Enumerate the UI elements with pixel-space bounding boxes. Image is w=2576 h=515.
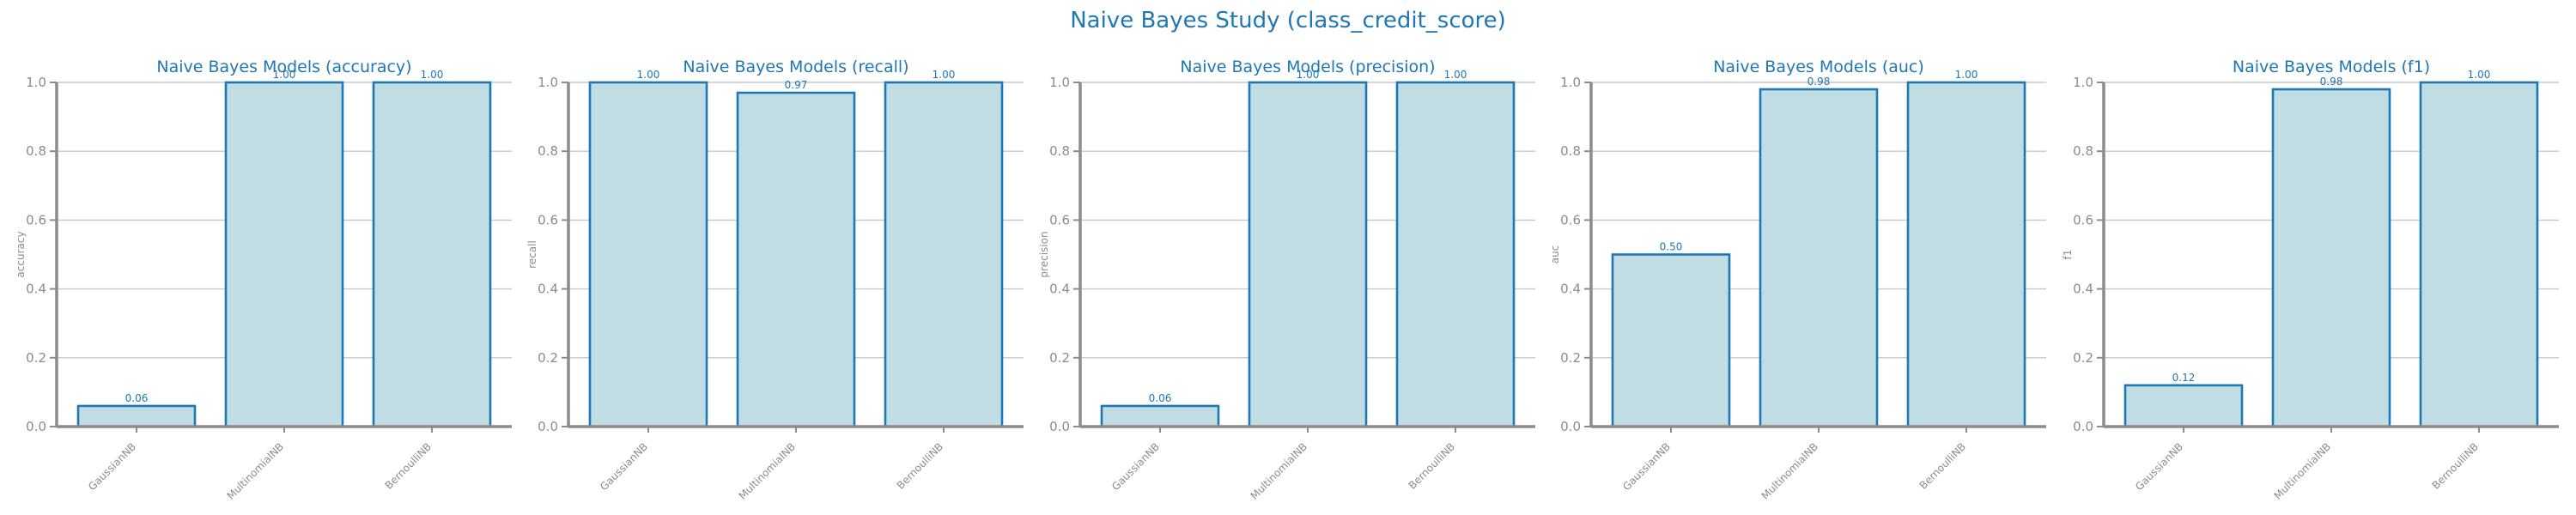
bar-bernoullinb (884, 81, 1004, 428)
bar-gaussiannb (76, 404, 197, 428)
y-tick-label: 0.8 (2073, 143, 2093, 159)
bar-multinomialnb (736, 91, 856, 428)
data-label: 0.97 (785, 79, 808, 91)
y-tick-label: 0.6 (26, 212, 46, 227)
chart-panel-accuracy: Naive Bayes Models (accuracy) 0.0 0.2 0.4 0.… (15, 58, 512, 502)
panel-title: Naive Bayes Models (f1) (2233, 58, 2430, 76)
y-tick-label: 0.6 (538, 212, 558, 227)
bar-multinomialnb (1759, 88, 1879, 428)
chart-panel-f1: Naive Bayes Models (f1) 0.0 0.2 0.4 0.6 0.8 1.… (2062, 58, 2559, 502)
data-label: 1.00 (1955, 69, 1978, 81)
bar-multinomialnb (224, 81, 344, 428)
y-tick-label: 1.0 (2073, 75, 2093, 90)
panel-title: Naive Bayes Models (precision) (1180, 58, 1435, 76)
x-tick-label: MultinomialNB (1249, 440, 1310, 502)
y-tick-label: 1.0 (538, 75, 558, 90)
y-tick-label: 0.8 (1560, 143, 1581, 159)
y-tick-label: 0.6 (1049, 212, 1070, 227)
x-tick-label: BernoulliNB (383, 440, 434, 491)
y-tick-label: 0.4 (1049, 282, 1070, 297)
data-label: 0.98 (1807, 76, 1831, 88)
y-tick-label: 0.6 (2073, 212, 2093, 227)
y-tick-label: 0.0 (538, 419, 558, 434)
x-tick-label: BernoulliNB (1406, 440, 1457, 491)
bar-multinomialnb (1248, 81, 1368, 428)
x-tick-label: BernoulliNB (2430, 440, 2481, 491)
y-tick-label: 0.8 (538, 143, 558, 159)
y-tick-label: 0.4 (26, 282, 46, 297)
bar-gaussiannb (1100, 404, 1220, 428)
panel-title: Naive Bayes Models (accuracy) (156, 58, 411, 76)
panel-title: Naive Bayes Models (auc) (1713, 58, 1924, 76)
x-tick-label: MultinomialNB (225, 440, 287, 502)
data-label: 1.00 (2468, 69, 2491, 81)
x-tick-label: GaussianNB (1620, 440, 1673, 493)
y-axis-label: auc (1549, 245, 1561, 264)
data-label: 1.00 (273, 69, 296, 81)
y-tick-label: 0.8 (26, 143, 46, 159)
x-tick-label: GaussianNB (598, 440, 650, 493)
y-tick-label: 0.2 (538, 350, 558, 366)
data-label: 1.00 (421, 69, 444, 81)
y-tick-label: 1.0 (1560, 75, 1581, 90)
data-label: 1.00 (637, 69, 660, 81)
data-label: 1.00 (1297, 69, 1320, 81)
x-tick-label: MultinomialNB (2272, 440, 2334, 502)
bar-gaussiannb (588, 81, 708, 428)
y-tick-label: 0.6 (1560, 212, 1581, 227)
x-tick-label: BernoulliNB (1917, 440, 1968, 491)
data-label: 0.50 (1660, 241, 1683, 253)
x-tick-label: MultinomialNB (737, 440, 799, 502)
y-tick-label: 0.8 (1049, 143, 1070, 159)
y-tick-label: 1.0 (1049, 75, 1070, 90)
bar-gaussiannb (1611, 253, 1731, 428)
y-tick-label: 0.2 (26, 350, 46, 366)
y-tick-label: 0.0 (1049, 419, 1070, 434)
x-tick-label: GaussianNB (1109, 440, 1162, 493)
figure-title: Naive Bayes Study (class_credit_score) (1070, 8, 1506, 33)
y-tick-label: 0.2 (1560, 350, 1581, 366)
y-tick-label: 0.0 (1560, 419, 1581, 434)
data-label: 1.00 (1444, 69, 1467, 81)
data-label: 0.98 (2320, 76, 2343, 88)
chart-panel-recall: Naive Bayes Models (recall) 0.0 0.2 0.4 0.6 0… (526, 58, 1024, 502)
bar-gaussiannb (2123, 384, 2244, 428)
data-label: 0.06 (1149, 392, 1172, 404)
data-label: 1.00 (933, 69, 956, 81)
x-tick-label: GaussianNB (2133, 440, 2185, 493)
bar-bernoullinb (2419, 81, 2539, 428)
bar-bernoullinb (372, 81, 492, 428)
y-tick-label: 0.0 (26, 419, 46, 434)
data-label: 0.06 (125, 392, 149, 404)
chart-panel-precision: Naive Bayes Models (precision) 0.0 0.2 0.4 0… (1038, 58, 1535, 502)
y-tick-label: 0.4 (2073, 282, 2093, 297)
y-axis-label: recall (526, 240, 538, 269)
y-axis-label: accuracy (15, 231, 27, 277)
y-tick-label: 0.4 (1560, 282, 1581, 297)
panel-title: Naive Bayes Models (recall) (683, 58, 908, 76)
data-label: 0.12 (2172, 372, 2196, 384)
y-tick-label: 0.4 (538, 282, 558, 297)
bar-bernoullinb (1906, 81, 2026, 428)
y-tick-label: 0.2 (2073, 350, 2093, 366)
x-tick-label: MultinomialNB (1759, 440, 1821, 502)
bar-bernoullinb (1395, 81, 1516, 428)
y-tick-label: 0.0 (2073, 419, 2093, 434)
y-tick-label: 1.0 (26, 75, 46, 90)
y-axis-label: f1 (2062, 250, 2074, 260)
bar-multinomialnb (2271, 88, 2391, 428)
x-tick-label: BernoulliNB (895, 440, 945, 491)
y-axis-label: precision (1038, 231, 1050, 277)
x-tick-label: GaussianNB (86, 440, 138, 493)
y-tick-label: 0.2 (1049, 350, 1070, 366)
chart-panel-auc: Naive Bayes Models (auc) 0.0 0.2 0.4 0.6 0.8 1… (1549, 58, 2046, 502)
